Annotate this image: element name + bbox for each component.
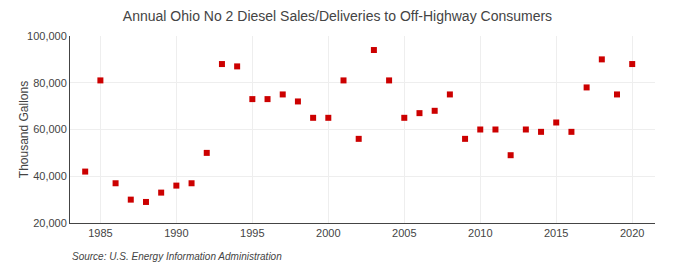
svg-text:1990: 1990 [164, 227, 188, 239]
svg-text:Annual Ohio No 2 Diesel Sales/: Annual Ohio No 2 Diesel Sales/Deliveries… [123, 8, 552, 24]
svg-text:60,000: 60,000 [33, 123, 67, 135]
svg-text:80,000: 80,000 [33, 77, 67, 89]
svg-text:2010: 2010 [468, 227, 492, 239]
svg-text:Source: U.S. Energy Informatio: Source: U.S. Energy Information Administ… [72, 251, 282, 262]
svg-text:20,000: 20,000 [33, 217, 67, 229]
svg-text:2015: 2015 [544, 227, 568, 239]
svg-text:Thousand Gallons: Thousand Gallons [17, 81, 31, 178]
svg-text:2000: 2000 [316, 227, 340, 239]
svg-text:1985: 1985 [88, 227, 112, 239]
svg-text:2020: 2020 [620, 227, 644, 239]
svg-text:100,000: 100,000 [27, 30, 67, 42]
svg-text:1995: 1995 [240, 227, 264, 239]
svg-text:2005: 2005 [392, 227, 416, 239]
svg-text:40,000: 40,000 [33, 170, 67, 182]
